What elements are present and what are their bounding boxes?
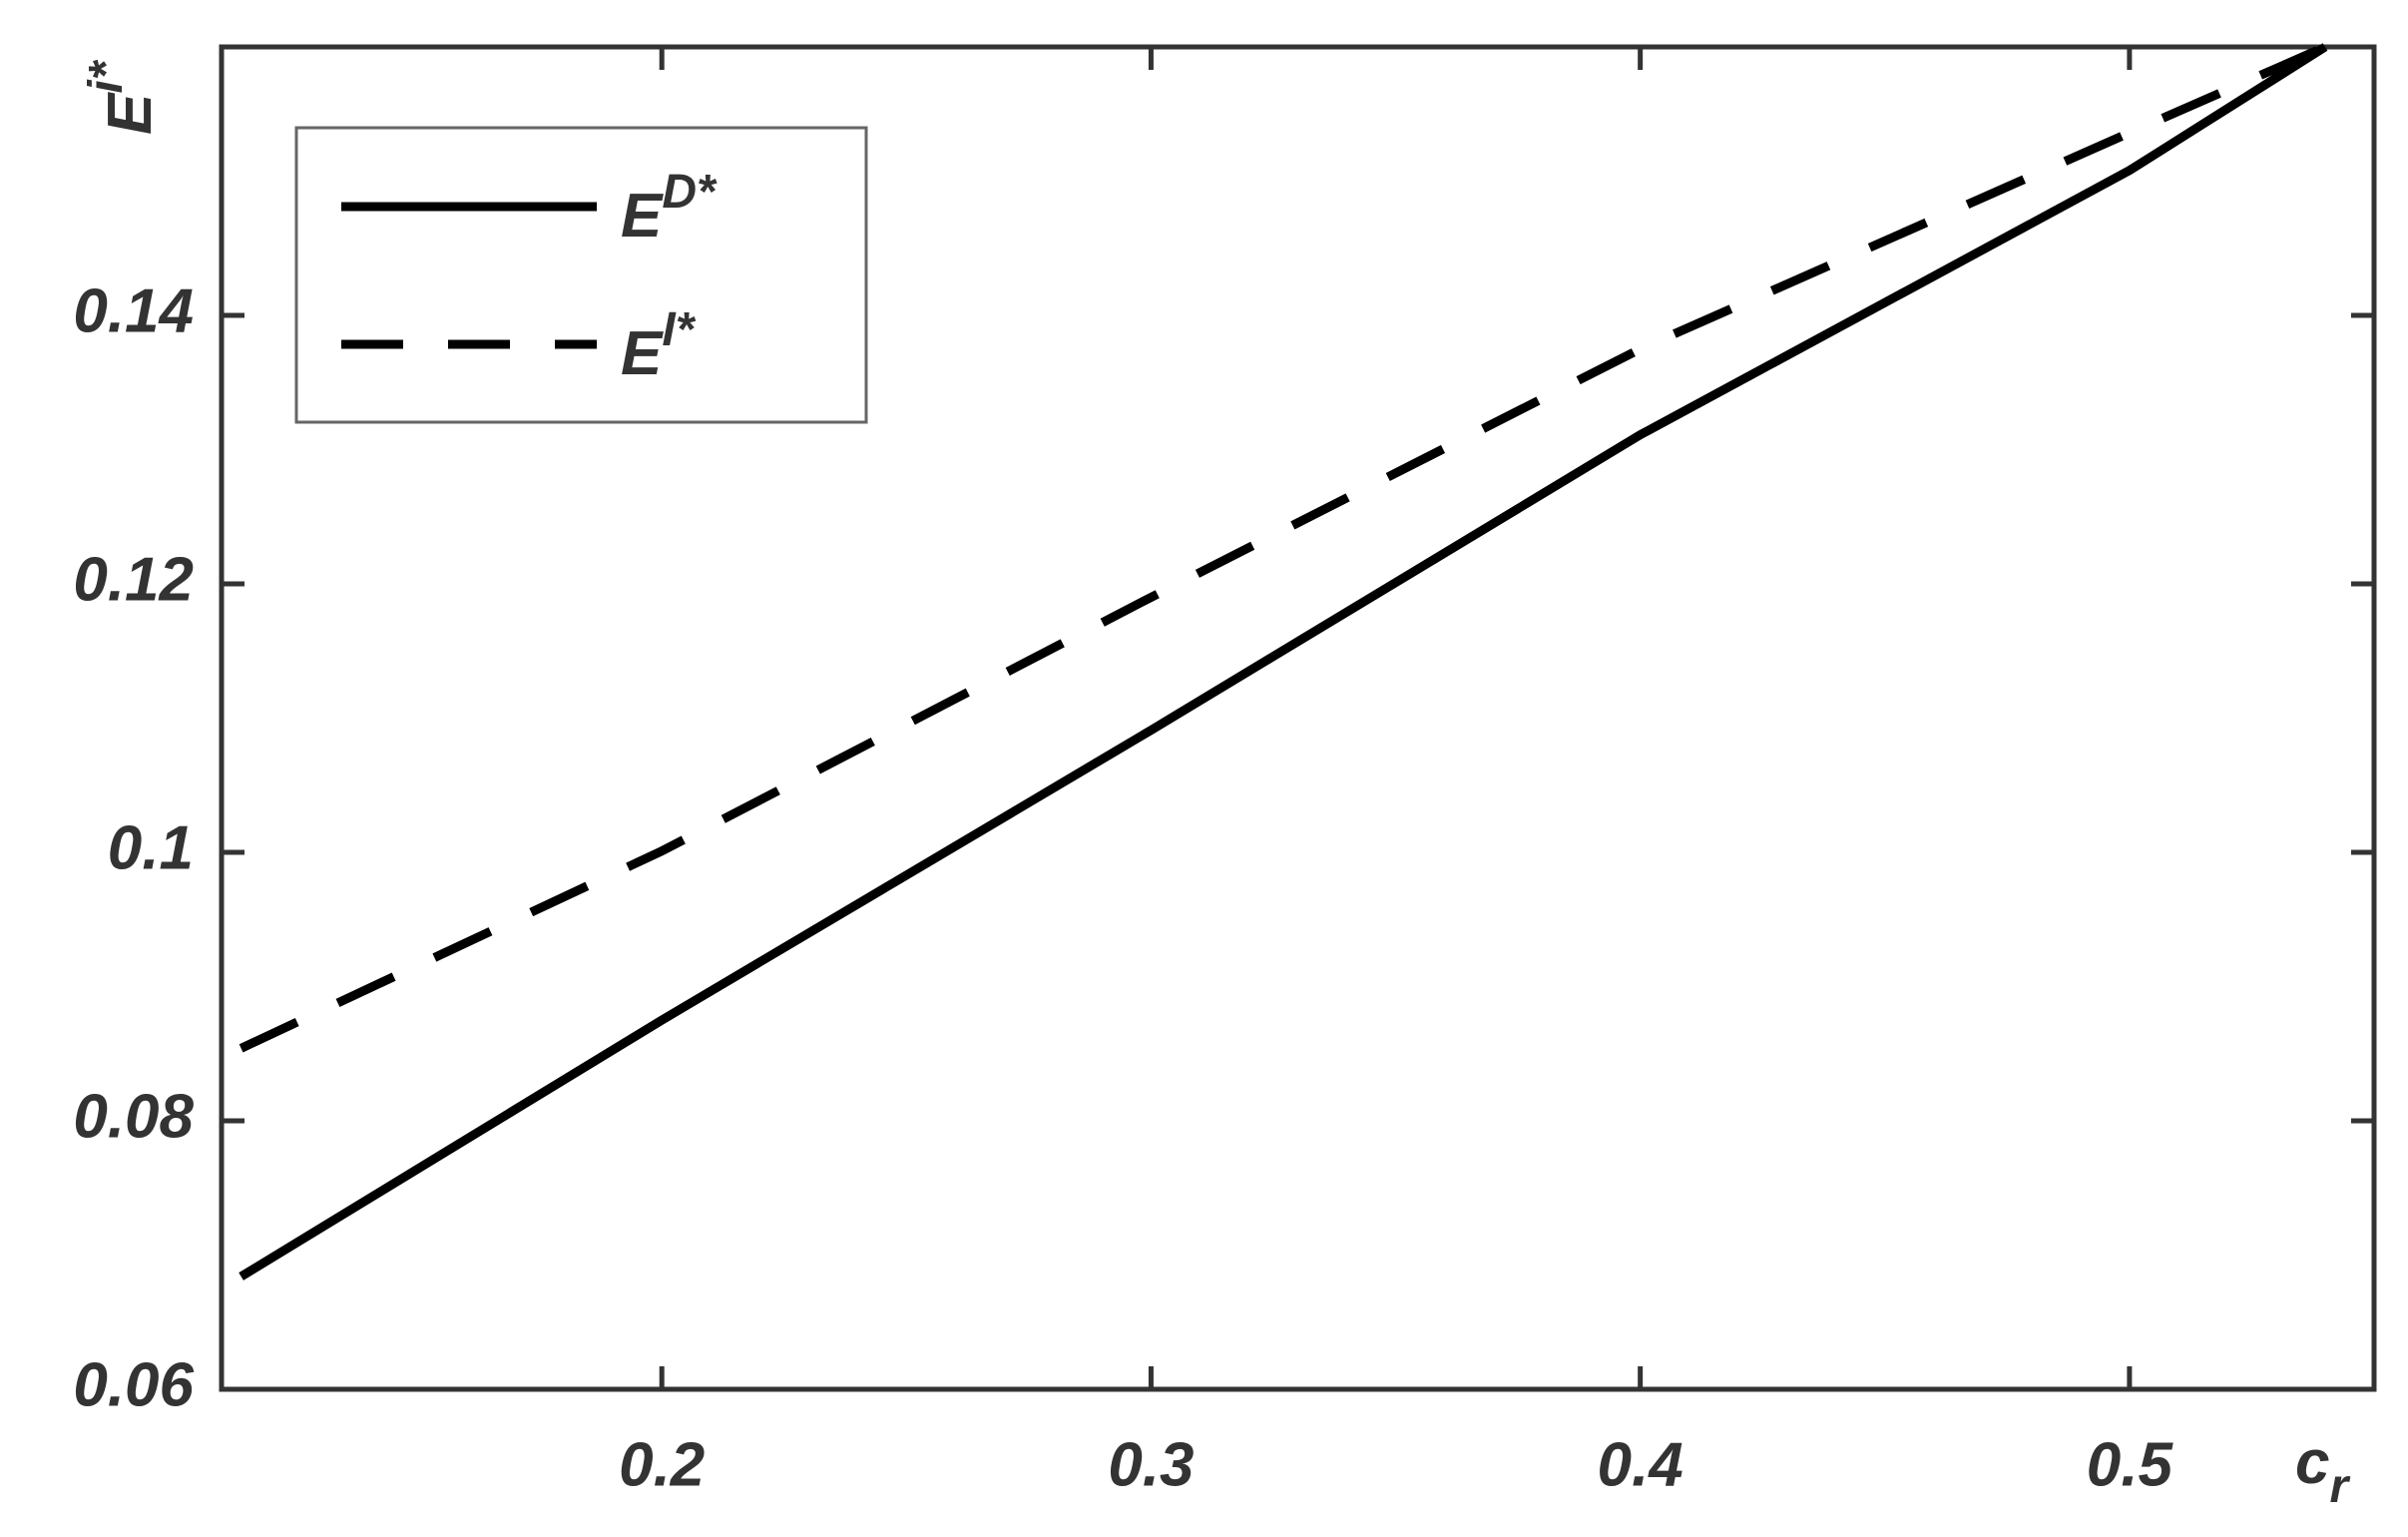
legend-label: ED*: [621, 166, 718, 252]
legend-label: EI*: [621, 303, 697, 389]
x-tick-label: 0.2: [619, 1430, 705, 1499]
y-tick-label: 0.12: [73, 545, 194, 614]
legend-name: E: [621, 182, 664, 251]
legend-sup: I*: [662, 303, 696, 356]
x-tick-label: 0.3: [1108, 1430, 1194, 1499]
x-label-sub: r: [2329, 1460, 2350, 1513]
y-label-main: E: [96, 92, 165, 135]
x-tick-label: 0.5: [2087, 1430, 2174, 1499]
x-axis-label: cr: [2295, 1428, 2350, 1512]
y-tick-label: 0.1: [108, 813, 194, 882]
y-tick-label: 0.06: [73, 1350, 194, 1419]
y-tick-label: 0.14: [73, 276, 194, 345]
legend-sup: D*: [662, 166, 718, 219]
y-label-sup: i*: [80, 59, 133, 93]
x-tick-label: 0.4: [1598, 1430, 1684, 1499]
y-axis-label: Ei*: [80, 59, 166, 135]
x-label-main: c: [2295, 1428, 2329, 1497]
plot-frame: [219, 44, 2377, 1392]
y-tick-label: 0.08: [73, 1082, 194, 1151]
legend-name: E: [621, 319, 664, 388]
data-line: [239, 42, 2327, 1053]
legend-box: [294, 126, 868, 424]
data-line: [239, 43, 2328, 1281]
